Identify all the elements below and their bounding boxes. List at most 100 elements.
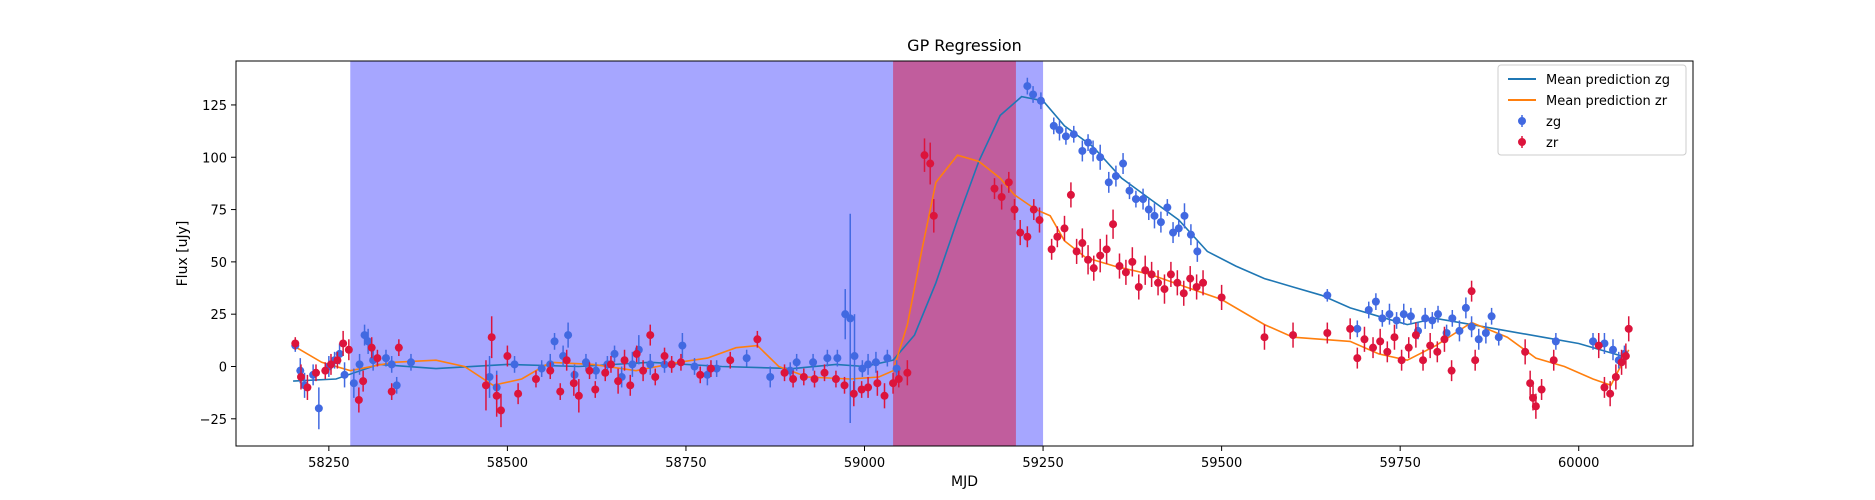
x-axis-label: MJD xyxy=(951,474,978,490)
point-zg-74 xyxy=(1156,211,1165,233)
point-zg-66 xyxy=(1104,171,1113,193)
point-zr-86 xyxy=(1141,255,1150,285)
point-zg-39 xyxy=(712,360,721,377)
point-zg-73 xyxy=(1150,203,1159,229)
point-zg-23 xyxy=(550,333,559,350)
point-zr-60 xyxy=(920,138,929,172)
point-zr-69 xyxy=(1029,199,1038,221)
point-zr-54 xyxy=(864,376,873,398)
point-zr-72 xyxy=(1053,226,1062,248)
point-zr-123 xyxy=(1594,333,1603,359)
point-zr-108 xyxy=(1404,337,1413,359)
point-zr-75 xyxy=(1072,238,1081,264)
point-zg-80 xyxy=(1193,240,1202,262)
point-zg-54 xyxy=(892,360,901,377)
x-tick-label: 59250 xyxy=(1022,456,1063,471)
point-zr-6 xyxy=(333,351,342,369)
point-zr-15 xyxy=(481,360,490,411)
chart-title: GP Regression xyxy=(907,36,1022,55)
point-zr-37 xyxy=(651,368,660,386)
point-zr-30 xyxy=(606,356,615,373)
point-zg-27 xyxy=(581,353,590,371)
point-zg-65 xyxy=(1096,144,1105,170)
point-zg-51 xyxy=(864,353,873,375)
svg-text:zg: zg xyxy=(1546,115,1561,130)
point-zr-120 xyxy=(1531,393,1540,419)
point-zg-59 xyxy=(1055,119,1064,141)
point-zr-87 xyxy=(1147,261,1156,287)
point-zr-44 xyxy=(753,330,762,348)
point-zr-117 xyxy=(1521,339,1530,365)
point-zg-16 xyxy=(392,376,401,394)
point-zg-68 xyxy=(1119,153,1128,174)
point-zr-92 xyxy=(1179,280,1188,306)
point-zr-24 xyxy=(562,349,571,371)
point-zr-4 xyxy=(321,362,330,380)
legend-entry-mean-prediction-zr: Mean prediction zr xyxy=(1508,94,1668,109)
point-zr-79 xyxy=(1096,238,1105,273)
data-points xyxy=(291,77,1633,430)
point-zr-70 xyxy=(1035,207,1044,233)
x-tick-label: 58750 xyxy=(665,456,706,471)
point-zr-80 xyxy=(1102,234,1111,264)
series-zr xyxy=(291,138,1633,428)
shaded-spans xyxy=(350,61,1044,446)
point-zr-1 xyxy=(296,364,305,390)
point-zr-103 xyxy=(1369,337,1378,359)
point-zg-98 xyxy=(1467,316,1476,338)
point-zr-55 xyxy=(873,370,882,396)
point-zr-97 xyxy=(1260,324,1269,350)
point-zr-18 xyxy=(496,393,505,428)
point-zg-77 xyxy=(1174,220,1183,237)
point-zr-46 xyxy=(789,370,798,388)
point-zr-56 xyxy=(880,383,889,409)
point-zg-89 xyxy=(1406,307,1415,325)
point-zr-112 xyxy=(1433,341,1442,363)
axes xyxy=(235,60,1694,447)
point-zr-78 xyxy=(1089,255,1098,281)
point-zr-22 xyxy=(546,362,555,380)
point-zg-71 xyxy=(1139,188,1148,210)
point-zr-74 xyxy=(1066,182,1075,208)
point-zr-43 xyxy=(726,351,735,369)
point-zr-95 xyxy=(1199,270,1208,296)
point-zr-105 xyxy=(1383,341,1392,363)
point-zg-76 xyxy=(1169,222,1178,244)
point-zg-106 xyxy=(1609,339,1618,361)
point-zg-56 xyxy=(1029,86,1038,103)
point-zr-127 xyxy=(1617,349,1626,375)
y-tick-label: 50 xyxy=(210,256,227,271)
point-zg-4 xyxy=(314,387,323,430)
point-zg-70 xyxy=(1131,190,1140,208)
point-zr-53 xyxy=(857,381,866,398)
point-zr-38 xyxy=(660,347,669,365)
point-zr-85 xyxy=(1134,274,1143,300)
point-zr-65 xyxy=(1004,171,1013,193)
point-zr-114 xyxy=(1447,360,1456,382)
point-zg-8 xyxy=(340,362,349,388)
point-zr-63 xyxy=(990,178,999,200)
point-zr-77 xyxy=(1084,245,1093,275)
point-zr-107 xyxy=(1397,349,1406,371)
point-zg-55 xyxy=(1023,77,1032,95)
point-zg-43 xyxy=(792,353,801,371)
point-zr-8 xyxy=(344,339,353,361)
point-zr-93 xyxy=(1186,266,1195,292)
point-zg-48 xyxy=(846,213,855,423)
point-zg-75 xyxy=(1163,199,1172,216)
point-zr-10 xyxy=(359,370,368,392)
point-zg-72 xyxy=(1144,199,1153,221)
y-ticks: −25 0 25 50 75 100 125 xyxy=(200,99,236,428)
x-tick-label: 58250 xyxy=(308,456,349,471)
point-zg-79 xyxy=(1186,224,1195,246)
point-zr-91 xyxy=(1173,270,1182,296)
point-zg-63 xyxy=(1084,134,1093,151)
point-zr-118 xyxy=(1526,370,1535,396)
point-zr-13 xyxy=(387,383,396,400)
point-zr-110 xyxy=(1419,349,1428,371)
point-zr-16 xyxy=(487,316,496,359)
point-zg-15 xyxy=(387,356,396,373)
point-zg-40 xyxy=(742,349,751,367)
point-zg-61 xyxy=(1069,125,1078,143)
point-zr-7 xyxy=(339,330,348,357)
